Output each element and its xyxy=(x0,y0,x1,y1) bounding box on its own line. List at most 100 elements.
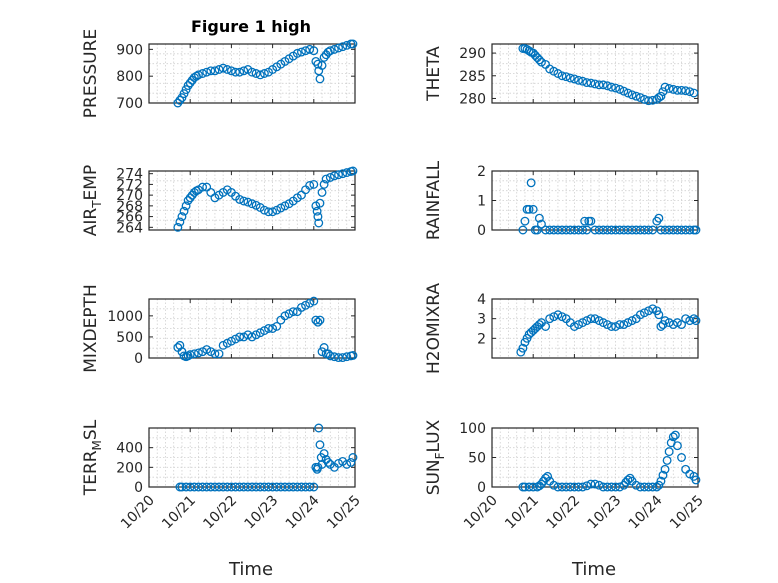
data-point xyxy=(611,322,621,331)
subplot-theta: 280 285 290 THETA xyxy=(424,43,699,107)
data-point xyxy=(210,349,220,359)
data-point xyxy=(198,182,208,192)
data-point xyxy=(656,322,666,331)
data-point xyxy=(662,456,672,465)
data-point xyxy=(259,69,269,78)
data-point xyxy=(305,482,315,492)
data-point xyxy=(644,96,654,106)
data-point xyxy=(305,181,315,190)
x-tick-label: 10/25 xyxy=(667,493,707,533)
data-point xyxy=(315,440,325,450)
data-point xyxy=(557,312,567,322)
data-point xyxy=(524,204,534,214)
data-point xyxy=(677,320,686,330)
subplot-sunflux: 0 50 100 10/20 10/21 10/22 10/23 10/24 10/25 SUNF… xyxy=(424,419,707,532)
data-point xyxy=(189,349,199,359)
data-point xyxy=(681,86,691,96)
data-point xyxy=(639,308,649,318)
data-point xyxy=(193,70,203,80)
data-point xyxy=(602,81,612,91)
data-point xyxy=(319,343,329,352)
data-point xyxy=(561,72,571,82)
data-point xyxy=(239,66,249,76)
data-point xyxy=(520,216,530,226)
data-point xyxy=(222,65,232,74)
data-point xyxy=(532,53,542,63)
data-point xyxy=(672,441,682,451)
data-point xyxy=(206,188,216,197)
data-point xyxy=(259,205,269,215)
data-point xyxy=(255,328,265,338)
data-point xyxy=(553,310,563,320)
x-tick-label: 10/23 xyxy=(585,493,625,533)
y-tick-label: 100 xyxy=(459,421,486,437)
data-point xyxy=(334,458,343,468)
y-tick-label: 272 xyxy=(116,177,143,193)
x-tick-label: 10/24 xyxy=(626,492,666,532)
data-point xyxy=(342,40,352,50)
data-point xyxy=(348,453,358,462)
data-point xyxy=(348,39,358,49)
data-point xyxy=(247,199,257,209)
data-point xyxy=(202,345,212,355)
data-point xyxy=(654,213,664,223)
y-tick-label: 400 xyxy=(116,441,143,457)
y-tick-label: 4 xyxy=(477,292,486,308)
data-point xyxy=(578,225,588,235)
y-tick-label: 0 xyxy=(134,351,143,367)
figure-title: Figure 1 high xyxy=(191,17,311,36)
data-point xyxy=(231,334,240,344)
data-point xyxy=(607,322,616,331)
data-point xyxy=(631,480,641,490)
data-point xyxy=(315,74,325,84)
data-point xyxy=(582,78,592,88)
data-point xyxy=(338,353,348,363)
y-tick-label: 270 xyxy=(116,188,143,204)
data-point xyxy=(292,48,302,58)
data-point xyxy=(569,74,579,84)
data-point xyxy=(309,296,319,306)
data-point xyxy=(534,55,544,65)
data-point xyxy=(319,179,329,189)
data-point xyxy=(590,79,600,89)
data-point xyxy=(175,340,185,350)
data-point xyxy=(541,322,551,331)
xaxis-label-right: Time xyxy=(571,559,616,580)
y-tick-label: 264 xyxy=(116,220,143,236)
data-point xyxy=(315,198,325,208)
data-point xyxy=(315,315,325,325)
y-axis-label: MIXDEPTH xyxy=(81,284,101,373)
data-point xyxy=(656,476,666,486)
data-point xyxy=(247,332,257,342)
y-tick-label: 268 xyxy=(116,199,143,215)
data-point xyxy=(652,482,662,492)
y-tick-label: 285 xyxy=(459,69,486,85)
data-point xyxy=(272,321,282,331)
data-point xyxy=(325,46,335,56)
data-point xyxy=(173,222,183,232)
data-point xyxy=(235,194,245,204)
data-point xyxy=(311,315,321,325)
y-axis-label: AIRTEMP xyxy=(81,165,104,236)
y-tick-label: 800 xyxy=(116,69,143,85)
data-point xyxy=(243,197,253,207)
data-point xyxy=(635,310,645,320)
data-point xyxy=(226,336,236,346)
data-point xyxy=(342,168,352,178)
data-point xyxy=(574,320,583,330)
data-point xyxy=(664,447,674,457)
data-point xyxy=(586,314,596,324)
data-point xyxy=(594,316,604,326)
data-point xyxy=(635,93,645,103)
y-tick-label: 1 xyxy=(477,194,486,210)
axes-layer: 700 800 900 PRESSURE 280 285 290 THETA 264266268… xyxy=(81,29,707,533)
data-point xyxy=(611,83,621,93)
data-point xyxy=(607,82,616,92)
data-point xyxy=(259,326,269,336)
y-tick-label: 500 xyxy=(116,330,143,346)
data-point xyxy=(658,470,668,480)
data-point xyxy=(623,318,633,328)
data-point xyxy=(321,174,331,184)
axes-frame xyxy=(148,298,356,359)
y-tick-label: 0 xyxy=(477,223,486,239)
